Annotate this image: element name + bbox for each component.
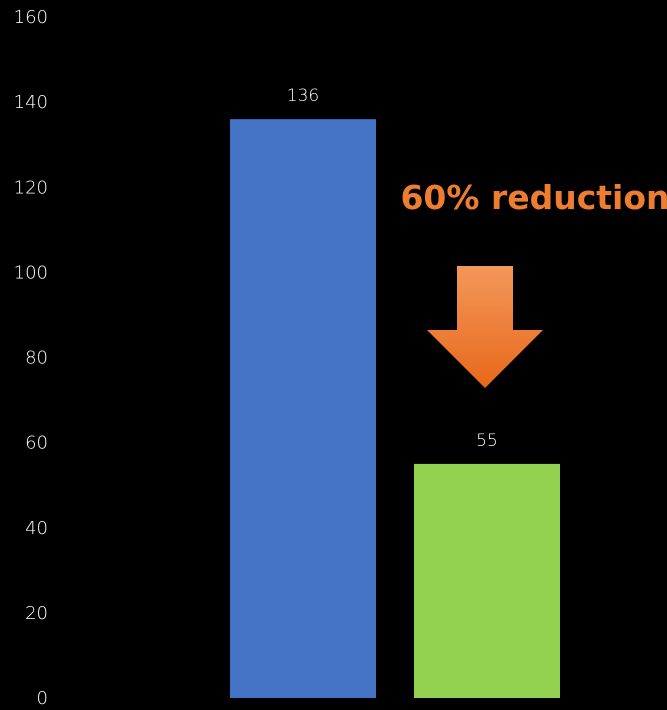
y-tick-label: 80 [25,348,48,369]
reduction-annotation: 60% reduction [400,178,667,388]
y-tick-label: 60 [25,433,48,454]
bar-1 [230,119,376,698]
reduction-annotation-text: 60% reduction [400,178,667,217]
y-tick-label: 40 [25,518,48,539]
y-tick-label: 0 [37,688,48,709]
bar-data-label: 136 [287,86,319,106]
y-axis: 0 20 40 60 80 100 120 140 160 [14,7,48,709]
y-tick-label: 20 [25,603,48,624]
bar-data-label: 55 [476,431,498,451]
bar-2 [414,464,560,698]
down-arrow-icon [427,266,543,388]
y-tick-label: 100 [14,262,48,283]
y-tick-label: 160 [14,7,48,28]
y-tick-label: 140 [14,92,48,113]
y-tick-label: 120 [14,177,48,198]
